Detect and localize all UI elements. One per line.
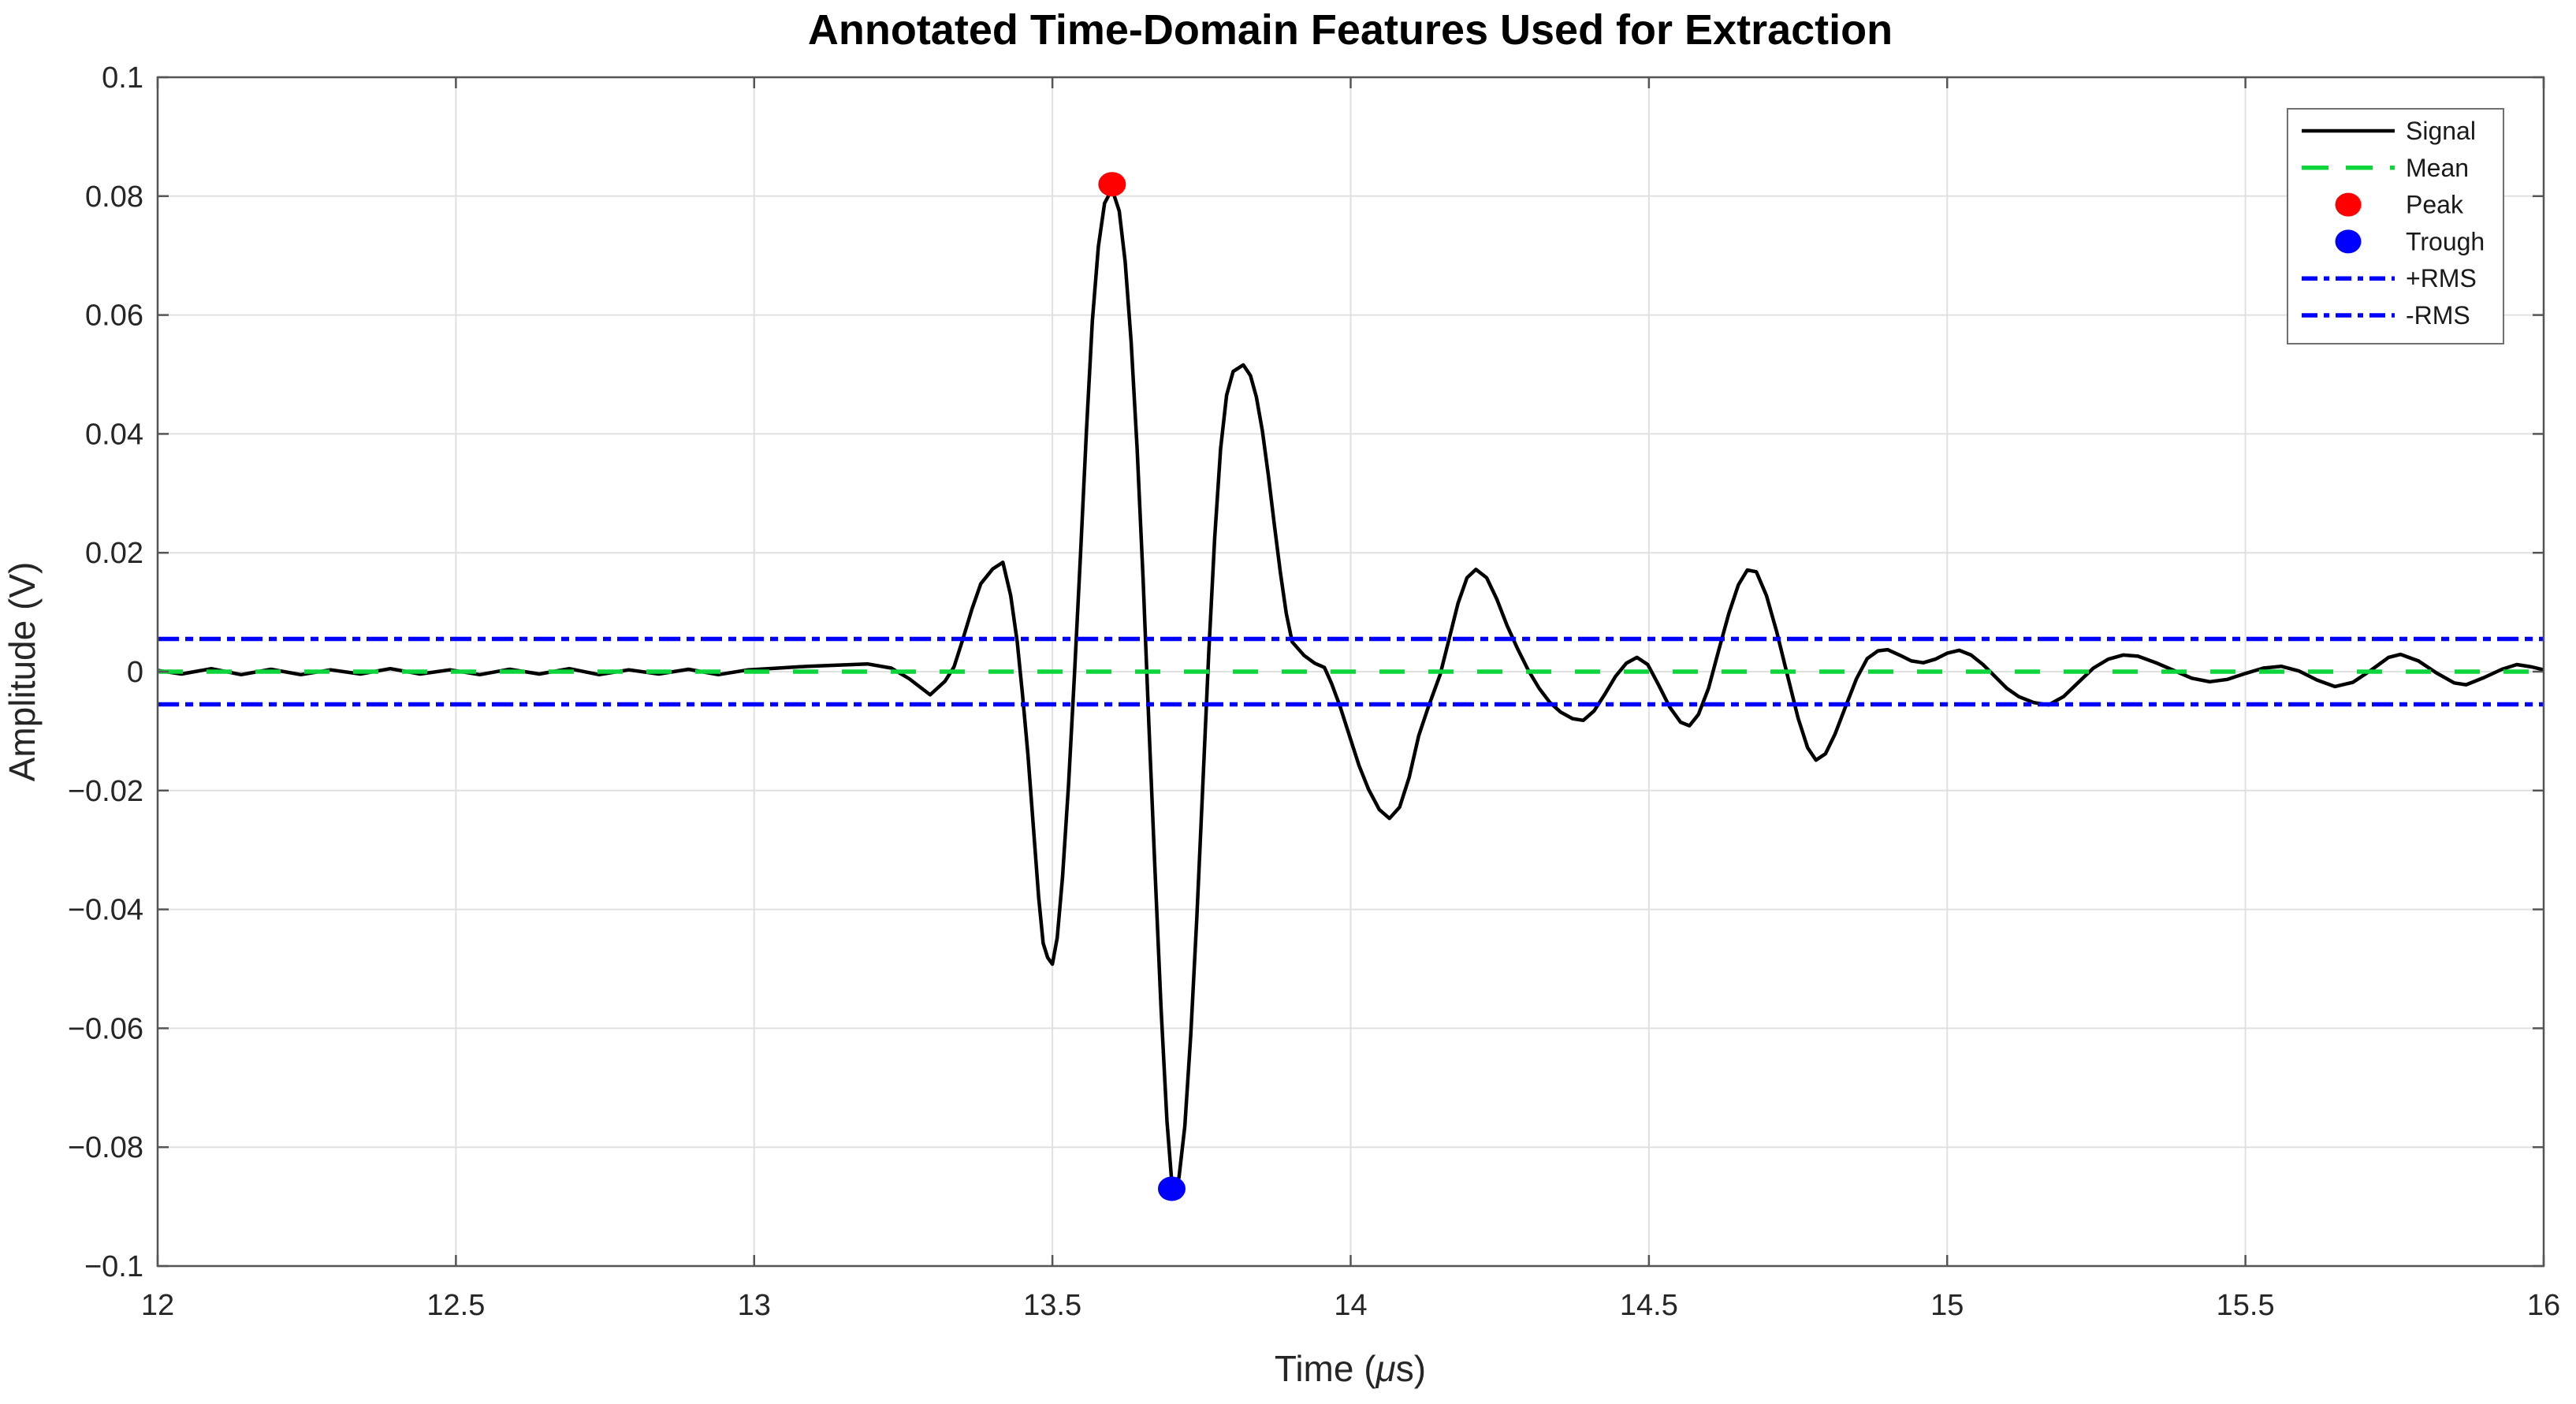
x-tick-label: 13.5 — [1023, 1289, 1081, 1322]
y-tick-label: −0.02 — [68, 775, 143, 808]
chart-title: Annotated Time-Domain Features Used for … — [808, 6, 1893, 54]
legend-item-trough: Trough — [2335, 227, 2485, 255]
legend-item-rms: +RMS — [2302, 264, 2477, 292]
legend-label: Signal — [2406, 117, 2476, 145]
x-axis-label: Time (μs) — [1275, 1348, 1426, 1389]
x-tick-label: 14 — [1334, 1289, 1367, 1322]
legend-label: Peak — [2406, 191, 2464, 219]
y-tick-label: −0.08 — [68, 1131, 143, 1164]
legend-trough-marker — [2335, 229, 2362, 254]
y-tick-label: −0.1 — [84, 1250, 143, 1283]
y-tick-label: 0.02 — [85, 537, 143, 570]
axis-ticks — [156, 76, 2545, 1268]
legend-label: +RMS — [2406, 264, 2477, 292]
x-tick-label: 14.5 — [1620, 1289, 1678, 1322]
tick-labels: 12 12.5 13 13.5 14 14.5 15 15.5 16 0.1 0.08 0.06 0.0… — [68, 61, 2560, 1322]
y-tick-label: 0.08 — [85, 181, 143, 214]
x-tick-label: 13 — [738, 1289, 771, 1322]
y-tick-label: −0.04 — [68, 894, 143, 927]
legend-item-peak: Peak — [2335, 191, 2464, 219]
legend-peak-marker — [2335, 192, 2362, 217]
legend-box — [2287, 108, 2504, 344]
y-tick-label: 0.06 — [85, 300, 143, 333]
peak-marker — [1098, 172, 1126, 197]
legend-label: -RMS — [2406, 301, 2470, 330]
y-tick-label: 0.1 — [102, 61, 143, 95]
legend-label: Mean — [2406, 154, 2469, 182]
trough-marker — [1157, 1176, 1186, 1201]
y-axis-label: Amplitude (V) — [2, 562, 43, 782]
x-tick-label: 12.5 — [426, 1289, 485, 1322]
x-tick-label: 12 — [141, 1289, 174, 1322]
y-tick-label: 0 — [127, 656, 143, 689]
legend-label: Trough — [2406, 227, 2485, 255]
y-tick-label: −0.06 — [68, 1012, 143, 1045]
legend: Signal Mean Peak Trough +RMS -RMS — [2287, 108, 2504, 344]
y-tick-label: 0.04 — [85, 418, 143, 451]
legend-item-signal: Signal — [2302, 117, 2476, 145]
plot-series — [157, 172, 2544, 1201]
legend-item-rms: -RMS — [2302, 301, 2470, 330]
x-tick-label: 15.5 — [2217, 1289, 2275, 1322]
x-tick-label: 16 — [2527, 1289, 2560, 1322]
x-tick-label: 15 — [1930, 1289, 1964, 1322]
legend-item-mean: Mean — [2302, 154, 2469, 182]
